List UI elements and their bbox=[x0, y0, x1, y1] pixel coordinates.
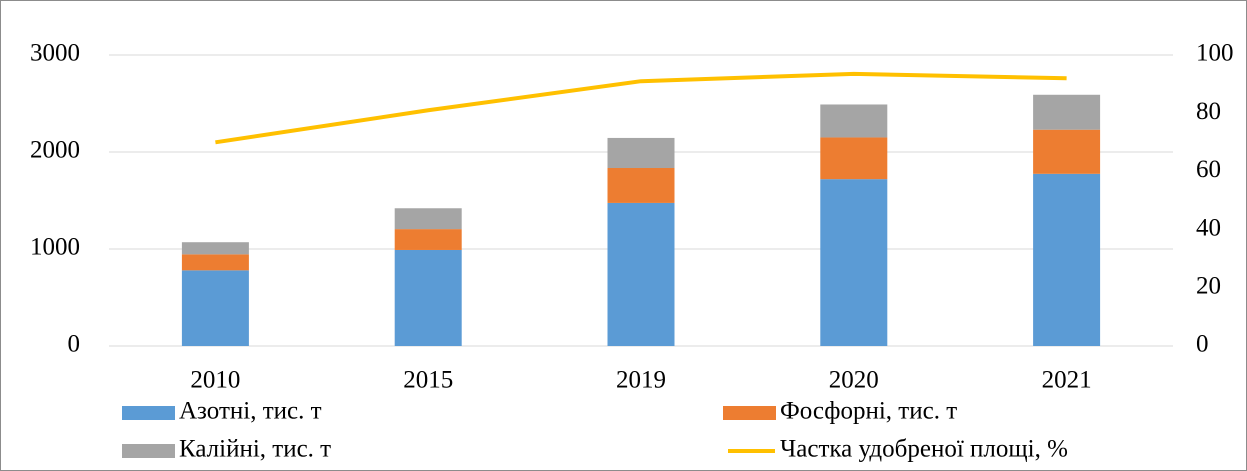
x-tick-label: 2015 bbox=[403, 367, 453, 394]
y2-tick-label: 20 bbox=[1196, 273, 1221, 300]
bar-segment bbox=[181, 254, 249, 271]
bar-segment bbox=[820, 137, 888, 180]
bar-segment bbox=[1033, 173, 1101, 346]
bar-segment bbox=[394, 229, 462, 250]
y2-tick-label: 40 bbox=[1196, 214, 1221, 241]
legend-label: Азотні, тис. т bbox=[179, 398, 322, 425]
legend-label: Частка удобреної площі, % bbox=[780, 436, 1068, 463]
bar-segment bbox=[607, 168, 675, 203]
x-tick-label: 2020 bbox=[829, 367, 879, 394]
y2-tick-label: 60 bbox=[1196, 156, 1221, 183]
x-tick-label: 2019 bbox=[616, 367, 666, 394]
bar-segment bbox=[820, 179, 888, 346]
bar-segment bbox=[181, 242, 249, 255]
bar-segment bbox=[181, 270, 249, 346]
line-series bbox=[215, 71, 1067, 145]
y2-tick-label: 80 bbox=[1196, 98, 1221, 125]
legend-swatch bbox=[122, 444, 175, 458]
y-tick-label: 3000 bbox=[30, 40, 80, 67]
bar-segment bbox=[1033, 94, 1101, 130]
y-tick-label: 1000 bbox=[30, 234, 80, 261]
y2-tick-label: 0 bbox=[1196, 331, 1209, 358]
bar-segment bbox=[394, 249, 462, 346]
x-tick-label: 2010 bbox=[190, 367, 240, 394]
y-tick-label: 0 bbox=[68, 331, 81, 358]
bar-segment bbox=[820, 104, 888, 138]
bar-segment bbox=[1033, 129, 1101, 174]
legend-swatch bbox=[122, 406, 175, 420]
legend-swatch bbox=[723, 406, 776, 420]
y2-tick-label: 100 bbox=[1196, 40, 1234, 67]
legend-label: Калійні, тис. т bbox=[179, 436, 331, 463]
x-tick-label: 2021 bbox=[1042, 367, 1092, 394]
bar-segment bbox=[394, 208, 462, 230]
legend-label: Фосфорні, тис. т bbox=[780, 398, 957, 425]
bar-segment bbox=[607, 137, 675, 169]
y-tick-label: 2000 bbox=[30, 137, 80, 164]
bar-segment bbox=[607, 202, 675, 346]
